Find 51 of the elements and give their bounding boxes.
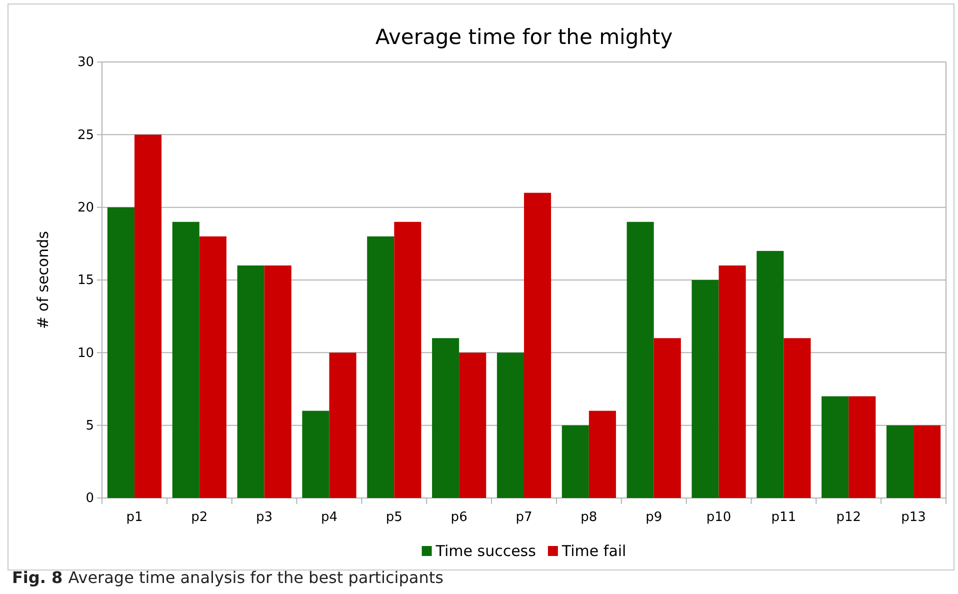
x-tick-label: p11	[771, 510, 796, 526]
bar	[822, 396, 849, 498]
x-tick-label: p3	[256, 510, 273, 526]
bar	[199, 236, 226, 498]
x-tick-label: p1	[126, 510, 143, 526]
bar	[524, 192, 552, 498]
y-axis-title: # of seconds	[34, 230, 52, 329]
x-tick-label: p9	[646, 510, 662, 526]
bar	[237, 265, 264, 498]
x-tick-label: p4	[320, 510, 338, 526]
y-tick-label: 30	[77, 55, 94, 70]
bar	[302, 410, 330, 498]
y-tick-label: 15	[77, 273, 94, 288]
x-tick-label: p13	[901, 510, 926, 526]
bar	[562, 425, 589, 498]
x-tick-label: p7	[516, 510, 532, 526]
y-tick-label: 25	[77, 128, 94, 143]
y-tick-label: 5	[86, 418, 94, 434]
bar	[107, 207, 134, 498]
y-tick-label: 0	[86, 491, 94, 506]
bar	[626, 222, 654, 498]
bar	[848, 396, 876, 498]
y-tick-label: 10	[77, 346, 94, 361]
bar	[172, 222, 200, 498]
bar	[329, 352, 356, 498]
chart-title: Average time for the mighty	[375, 25, 673, 49]
legend-label: Time fail	[560, 542, 626, 560]
bar	[432, 338, 460, 498]
bar	[654, 338, 681, 498]
bar	[134, 134, 162, 498]
x-tick-label: p2	[191, 510, 208, 526]
x-tick-label: p6	[450, 510, 468, 526]
x-tick-label: p10	[706, 510, 732, 526]
bar	[886, 425, 914, 498]
x-tick-label: p5	[386, 510, 402, 526]
bar	[588, 410, 616, 498]
bar	[692, 280, 719, 498]
caption: Fig. 8 Average time analysis for the best participants	[12, 568, 444, 587]
bar	[264, 265, 292, 498]
bar	[459, 352, 486, 498]
legend-label: Time success	[434, 542, 536, 560]
y-tick-label: 20	[77, 200, 94, 216]
x-tick-label: p12	[836, 510, 862, 526]
bar	[496, 352, 524, 498]
bar	[784, 338, 811, 498]
bar	[394, 222, 422, 498]
bar	[914, 425, 941, 498]
bar	[367, 236, 394, 498]
bar	[718, 265, 746, 498]
bar	[756, 250, 784, 498]
x-tick-label: p8	[580, 510, 598, 526]
